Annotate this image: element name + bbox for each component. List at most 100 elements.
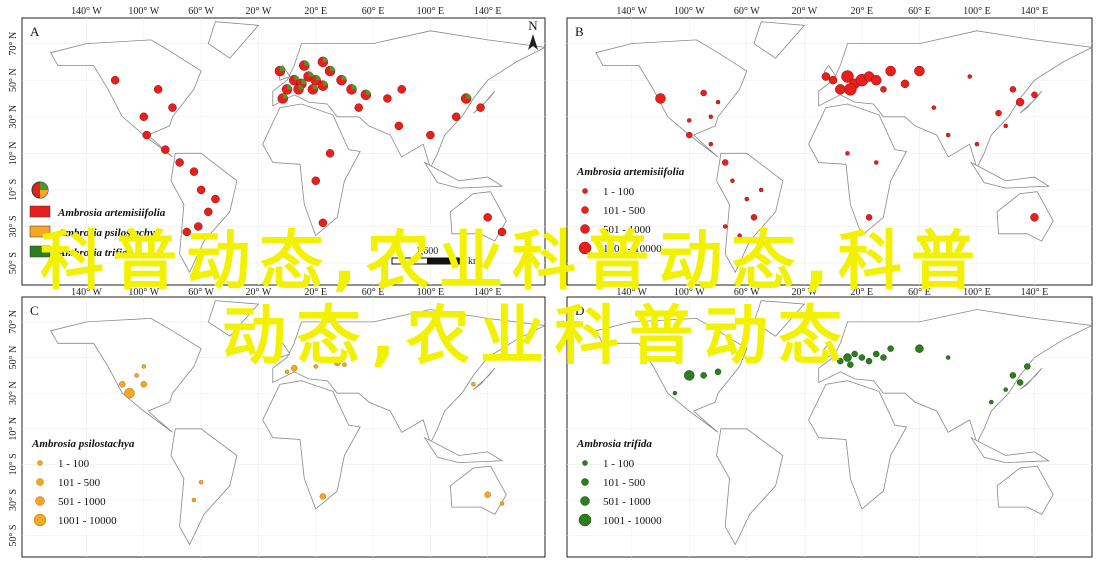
land <box>272 30 547 170</box>
map-panel: B 140° W 100° W 60° W 20° W 20° E 60° E 100° E 1… <box>566 6 1094 298</box>
occurrence-dot <box>847 361 854 368</box>
longitude-label: 100° W <box>128 287 159 298</box>
legend-label: Ambrosia artemisiifolia <box>57 207 166 219</box>
land <box>595 317 748 433</box>
land <box>824 342 837 359</box>
occurrence-dot <box>837 357 844 365</box>
legend-label: 1001 - 10000 <box>58 515 117 527</box>
panel-letter: C <box>30 303 39 318</box>
latitude-label: 50° N <box>8 346 19 370</box>
north-arrow <box>528 34 538 50</box>
land <box>262 380 361 510</box>
occurrence-dot <box>191 497 197 503</box>
land <box>818 30 1094 170</box>
occurrence-dot <box>865 357 873 365</box>
pie-slice <box>304 60 310 66</box>
pie-slice <box>308 71 314 77</box>
land <box>1019 367 1043 390</box>
legend-swatch <box>29 225 51 238</box>
longitude-label: 20° E <box>851 287 874 298</box>
latitude-label: 70° N <box>8 310 19 334</box>
occurrence-dot <box>744 196 750 202</box>
pie-slice <box>315 75 321 81</box>
occurrence-dot <box>1003 387 1008 392</box>
longitude-label: 100° W <box>128 6 159 17</box>
occurrence-dot <box>700 372 707 379</box>
legend-label: 1 - 100 <box>603 186 635 198</box>
occurrence-dot <box>134 373 139 378</box>
legend-label: 501 - 1000 <box>603 224 651 236</box>
scale-label: km <box>468 256 481 267</box>
occurrence-dot <box>193 222 203 231</box>
occurrence-dot <box>342 362 347 367</box>
occurrence-dot <box>995 109 1002 117</box>
pie-slice <box>365 89 371 95</box>
occurrence-dot <box>333 359 341 367</box>
longitude-label: 60° E <box>908 287 931 298</box>
land <box>207 300 260 337</box>
occurrence-dot <box>989 399 994 405</box>
occurrence-dot <box>124 387 135 399</box>
legend-label: 101 - 500 <box>603 205 646 217</box>
occurrence-dot <box>722 224 728 229</box>
panel-letter: B <box>575 24 584 39</box>
occurrence-dot <box>845 151 850 156</box>
longitude-label: 140° W <box>616 6 647 17</box>
longitude-label: 100° W <box>674 287 705 298</box>
land <box>1019 90 1043 114</box>
land <box>278 342 291 359</box>
occurrence-dot <box>841 70 854 83</box>
occurrence-dot <box>383 94 392 103</box>
land <box>262 103 361 237</box>
latitude-label: 50° N <box>8 68 19 92</box>
longitude-label: 140° W <box>71 6 102 17</box>
occurrence-dot <box>198 479 204 485</box>
longitude-label: 140° E <box>1021 6 1049 17</box>
latitude-label: 50° S <box>8 252 19 274</box>
occurrence-dot <box>835 84 846 95</box>
latitude-label: 10° N <box>8 141 19 165</box>
legend-dot <box>35 496 45 506</box>
longitude-label: 20° E <box>851 6 874 17</box>
occurrence-dot <box>140 381 148 388</box>
land <box>595 39 748 158</box>
longitude-label: 100° E <box>963 6 991 17</box>
longitude-label: 100° E <box>417 287 445 298</box>
longitude-label: 20° W <box>791 287 817 298</box>
occurrence-dot <box>290 364 298 372</box>
occurrence-dot <box>354 103 363 112</box>
legend-dot <box>578 513 592 527</box>
occurrence-dot <box>139 112 149 122</box>
latitude-label: 30° S <box>8 489 19 511</box>
legend-swatch <box>29 245 51 258</box>
occurrence-dot <box>967 74 972 79</box>
legend-title: Ambrosia psilostachya <box>31 438 135 450</box>
longitude-label: 60° E <box>908 6 931 17</box>
longitude-label: 20° E <box>304 6 327 17</box>
occurrence-dot <box>313 364 318 369</box>
occurrence-dot <box>687 118 692 123</box>
occurrence-dot <box>161 145 170 154</box>
occurrence-dot <box>1009 86 1017 93</box>
occurrence-dot <box>484 491 491 498</box>
legend-dot <box>582 460 588 466</box>
occurrence-dot <box>204 207 213 217</box>
land <box>996 465 1054 515</box>
occurrence-dot <box>672 390 678 396</box>
occurrence-dot <box>311 176 320 186</box>
land <box>970 161 1051 189</box>
latitude-label: 50° S <box>8 525 19 547</box>
occurrence-dot <box>900 79 910 89</box>
occurrence-dot <box>319 493 327 500</box>
occurrence-dot <box>655 93 666 104</box>
pie-slice <box>279 66 285 72</box>
longitude-label: 20° W <box>246 6 272 17</box>
occurrence-dot <box>721 159 729 166</box>
pie-slice <box>322 80 328 86</box>
land <box>716 152 784 274</box>
legend-dot <box>36 478 44 486</box>
land <box>423 436 504 464</box>
occurrence-dot <box>499 501 505 506</box>
occurrence-dot <box>196 185 206 195</box>
pie-slice <box>287 84 293 90</box>
